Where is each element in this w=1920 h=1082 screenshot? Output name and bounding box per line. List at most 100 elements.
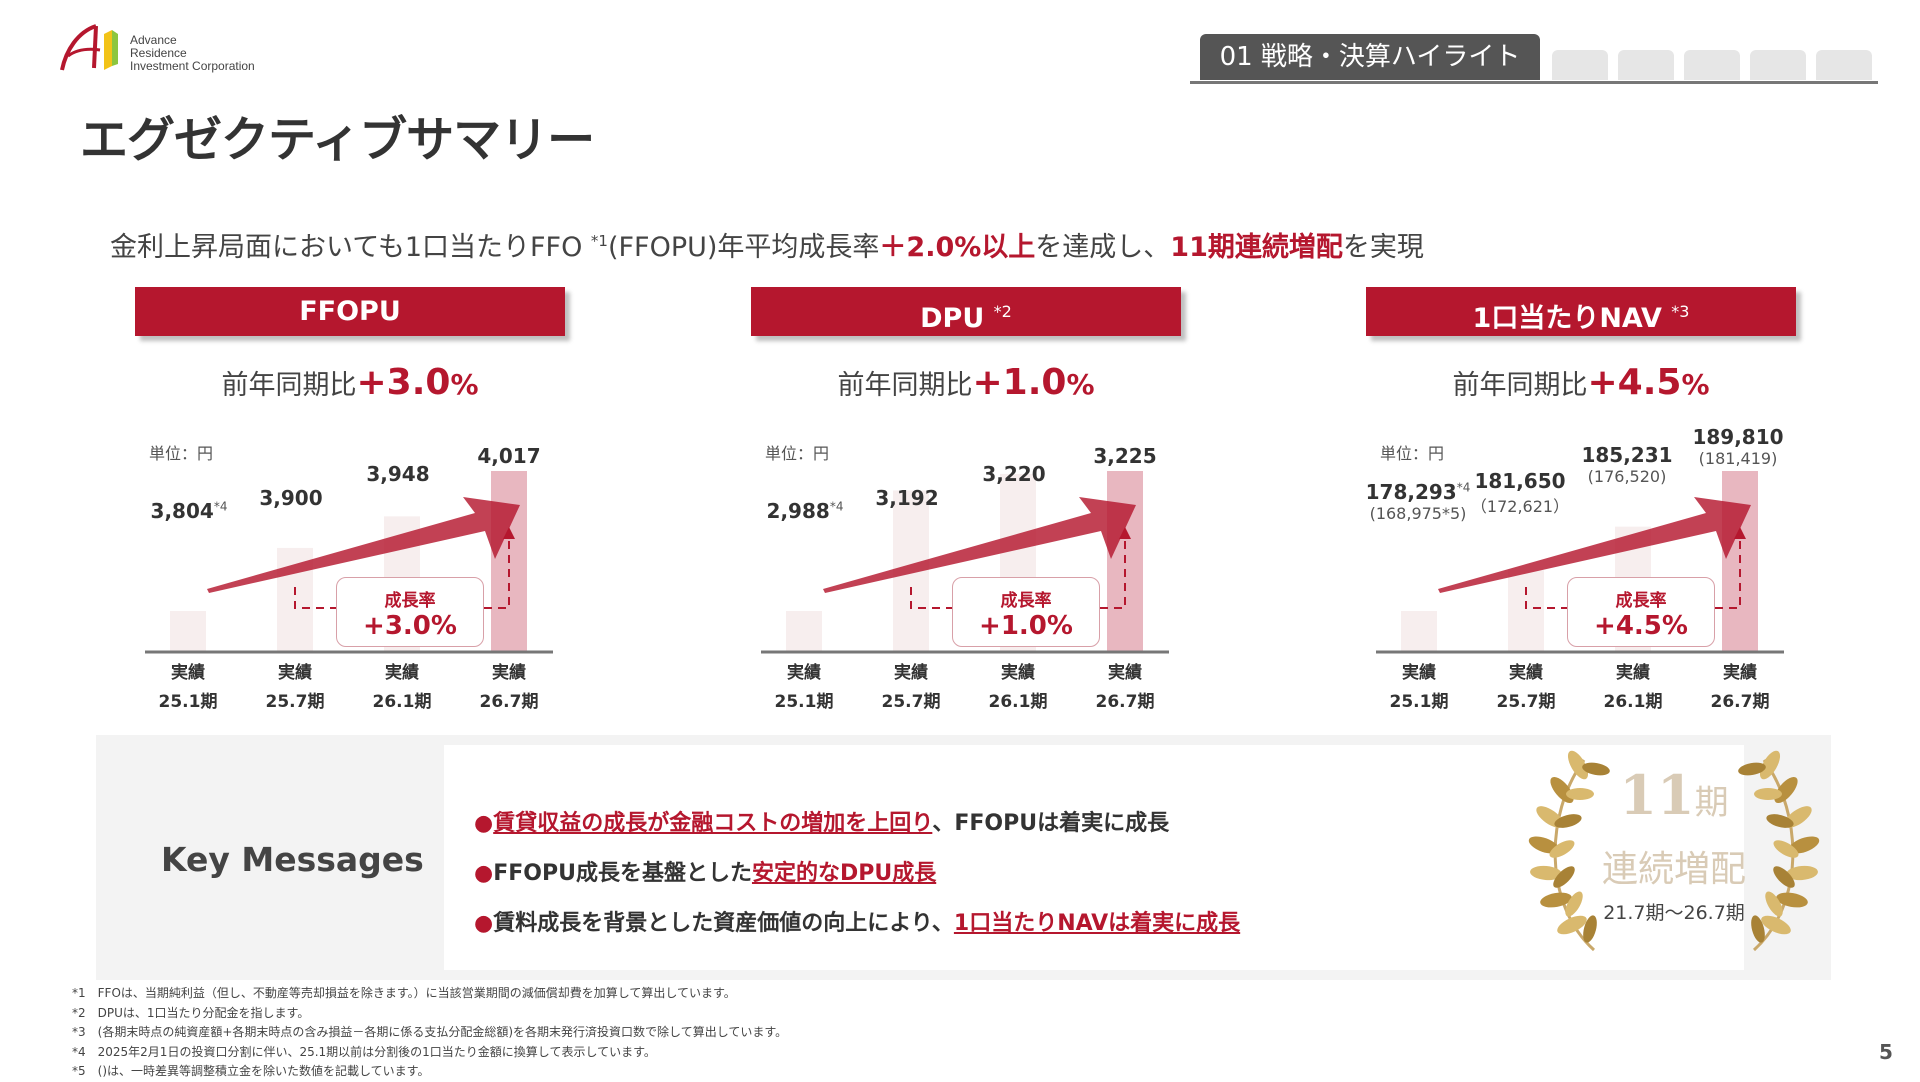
laurel-leaf bbox=[1566, 788, 1594, 800]
x-tick-bottom: 26.7期 bbox=[1710, 692, 1770, 712]
x-tick-top: 実績 bbox=[1509, 663, 1543, 683]
trend-arrow-icon bbox=[1438, 497, 1751, 593]
logo-line2: Residence bbox=[130, 46, 187, 60]
data-label-value: 185,231 bbox=[1581, 443, 1673, 467]
message-2: ●FFOPU成長を基盤とした安定的なDPU成長 bbox=[474, 855, 936, 887]
page-title: エグゼクティブサマリー bbox=[80, 112, 595, 168]
data-label-sup: *4 bbox=[213, 499, 228, 514]
unit-label: 単位：円 bbox=[765, 444, 830, 463]
x-tick-label-2: 実績 26.1期 bbox=[354, 659, 450, 717]
x-tick-bottom: 25.1期 bbox=[158, 692, 218, 712]
panel-title-sup: *3 bbox=[1671, 302, 1690, 321]
laurel-leaf bbox=[1773, 840, 1799, 858]
data-label-sup: *4 bbox=[1456, 480, 1471, 495]
x-tick-label-2: 実績 26.1期 bbox=[970, 659, 1066, 717]
message-3: ●賃料成長を背景とした資産価値の向上により、1口当たりNAVは着実に成長 bbox=[474, 905, 1240, 937]
key-messages-section: Key Messages ●賃貸収益の成長が金融コストの増加を上回り、FFOPU… bbox=[96, 735, 1831, 980]
yoy-percent-sign: % bbox=[450, 368, 479, 401]
tab-strategy-highlights[interactable]: 01 戦略・決算ハイライト bbox=[1200, 34, 1540, 80]
headline-part4: を実現 bbox=[1342, 232, 1424, 263]
x-tick-label-2: 実績 26.1期 bbox=[1585, 659, 1681, 717]
x-tick-label-3: 実績 26.7期 bbox=[1692, 659, 1788, 717]
wreath-stem-left bbox=[1553, 759, 1596, 952]
x-tick-top: 実績 bbox=[1402, 663, 1436, 683]
laurel-leaf bbox=[1754, 788, 1782, 800]
yoy-percent-sign: % bbox=[1681, 368, 1710, 401]
tab-section-6[interactable] bbox=[1816, 50, 1872, 80]
footnotes: *1 FFOは、当期純利益（但し、不動産等売却損益を除きます。）に当該営業期間の… bbox=[72, 984, 787, 1082]
tab-section-5[interactable] bbox=[1750, 50, 1806, 80]
x-tick-label-0: 実績 25.1期 bbox=[756, 659, 852, 717]
x-tick-label-3: 実績 26.7期 bbox=[461, 659, 557, 717]
data-sublabel: (176,520) bbox=[1587, 467, 1667, 486]
growth-rate-box: 成長率 +3.0% bbox=[336, 577, 484, 647]
data-label-value: 2,988 bbox=[766, 499, 830, 523]
tab-section-3[interactable] bbox=[1618, 50, 1674, 80]
x-tick-label-1: 実績 25.7期 bbox=[1478, 659, 1574, 717]
laurel-leaf bbox=[1540, 892, 1572, 908]
yoy-value: +1.0 bbox=[972, 362, 1067, 403]
panel-header: FFOPU bbox=[135, 287, 565, 336]
headline: 金利上昇局面においても1口当たりFFO *1(FFOPU)年平均成長率＋2.0%… bbox=[110, 225, 1424, 264]
growth-rate-value: +1.0% bbox=[979, 611, 1073, 641]
data-label-value: 3,804 bbox=[150, 499, 214, 523]
laurel-wreath-icon bbox=[1528, 750, 1820, 952]
logo-line3: Investment Corporation bbox=[130, 59, 255, 73]
laurel-leaf bbox=[1554, 814, 1582, 828]
x-tick-bottom: 25.7期 bbox=[265, 692, 325, 712]
data-label-value: 3,220 bbox=[982, 462, 1046, 486]
laurel-leaf bbox=[1788, 836, 1820, 854]
panel-dpu: DPU *2 前年同期比+1.0% 単位：円 2,988*4 3,192 3,220 3,2… bbox=[751, 287, 1221, 727]
laurel-leaf bbox=[1773, 866, 1795, 888]
footnote-1: *1 FFOは、当期純利益（但し、不動産等売却損益を除きます。）に当該営業期間の… bbox=[72, 986, 736, 1000]
x-tick-top: 実績 bbox=[385, 663, 419, 683]
bullet-icon: ● bbox=[474, 861, 494, 886]
laurel-leaf bbox=[1751, 915, 1765, 943]
x-tick-top: 実績 bbox=[1616, 663, 1650, 683]
x-tick-bottom: 25.1期 bbox=[1389, 692, 1449, 712]
x-tick-top: 実績 bbox=[1001, 663, 1035, 683]
small-arrowhead-icon bbox=[1119, 527, 1131, 539]
data-label-value: 3,948 bbox=[366, 462, 430, 486]
page-number: 5 bbox=[1879, 1040, 1893, 1064]
x-tick-label-1: 実績 25.7期 bbox=[863, 659, 959, 717]
badge-period: 21.7期～26.7期 bbox=[1603, 902, 1745, 924]
data-label-0: 178,293*4 (168,975*5) bbox=[1358, 480, 1478, 523]
x-tick-bottom: 26.1期 bbox=[988, 692, 1048, 712]
laurel-leaf bbox=[1738, 762, 1766, 776]
laurel-leaf bbox=[1553, 866, 1575, 888]
yoy-prefix: 前年同期比 bbox=[1452, 370, 1588, 401]
panel-ffopu: FFOPU 前年同期比+3.0% 単位：円 3,804*4 3,900 3,948 4,01… bbox=[135, 287, 605, 727]
laurel-leaf bbox=[1765, 891, 1783, 917]
x-tick-label-0: 実績 25.1期 bbox=[140, 659, 236, 717]
section-tabs: 01 戦略・決算ハイライト bbox=[1190, 34, 1878, 86]
data-label-2: 3,220 bbox=[954, 462, 1074, 486]
tab-section-2[interactable] bbox=[1552, 50, 1608, 80]
bullet-icon: ● bbox=[474, 911, 494, 936]
headline-part2: (FFOPU)年平均成長率 bbox=[607, 232, 880, 263]
key-messages-label: Key Messages bbox=[161, 840, 424, 879]
yoy-value: +3.0 bbox=[356, 362, 451, 403]
x-tick-bottom: 26.1期 bbox=[1603, 692, 1663, 712]
panel-nav: 1口当たりNAV *3 前年同期比+4.5% 単位：円 178,293*4 (168,9… bbox=[1366, 287, 1836, 727]
growth-rate-box: 成長率 +4.5% bbox=[1567, 577, 1715, 647]
tab-section-4[interactable] bbox=[1684, 50, 1740, 80]
data-label-1: 181,650 （172,621） bbox=[1460, 469, 1580, 517]
laurel-leaf bbox=[1567, 750, 1589, 780]
message-1-emphasis: 賃貸収益の成長が金融コストの増加を上回り bbox=[493, 811, 933, 836]
x-tick-top: 実績 bbox=[171, 663, 205, 683]
panel-title: FFOPU bbox=[299, 296, 401, 327]
data-label-3: 3,225 bbox=[1065, 444, 1185, 468]
growth-rate-label: 成長率 bbox=[384, 591, 436, 611]
headline-part1: 金利上昇局面においても1口当たりFFO bbox=[110, 232, 591, 263]
x-tick-top: 実績 bbox=[492, 663, 526, 683]
logo-line1: Advance bbox=[130, 33, 177, 47]
small-arrowhead-icon bbox=[1734, 527, 1746, 539]
yoy-percent-sign: % bbox=[1066, 368, 1095, 401]
headline-part3: を達成し、 bbox=[1035, 232, 1171, 263]
data-label-sup: *4 bbox=[829, 499, 844, 514]
growth-rate-value: +4.5% bbox=[1594, 611, 1688, 641]
laurel-leaf bbox=[1776, 892, 1808, 908]
x-tick-bottom: 26.7期 bbox=[479, 692, 539, 712]
yoy-value: +4.5 bbox=[1587, 362, 1682, 403]
